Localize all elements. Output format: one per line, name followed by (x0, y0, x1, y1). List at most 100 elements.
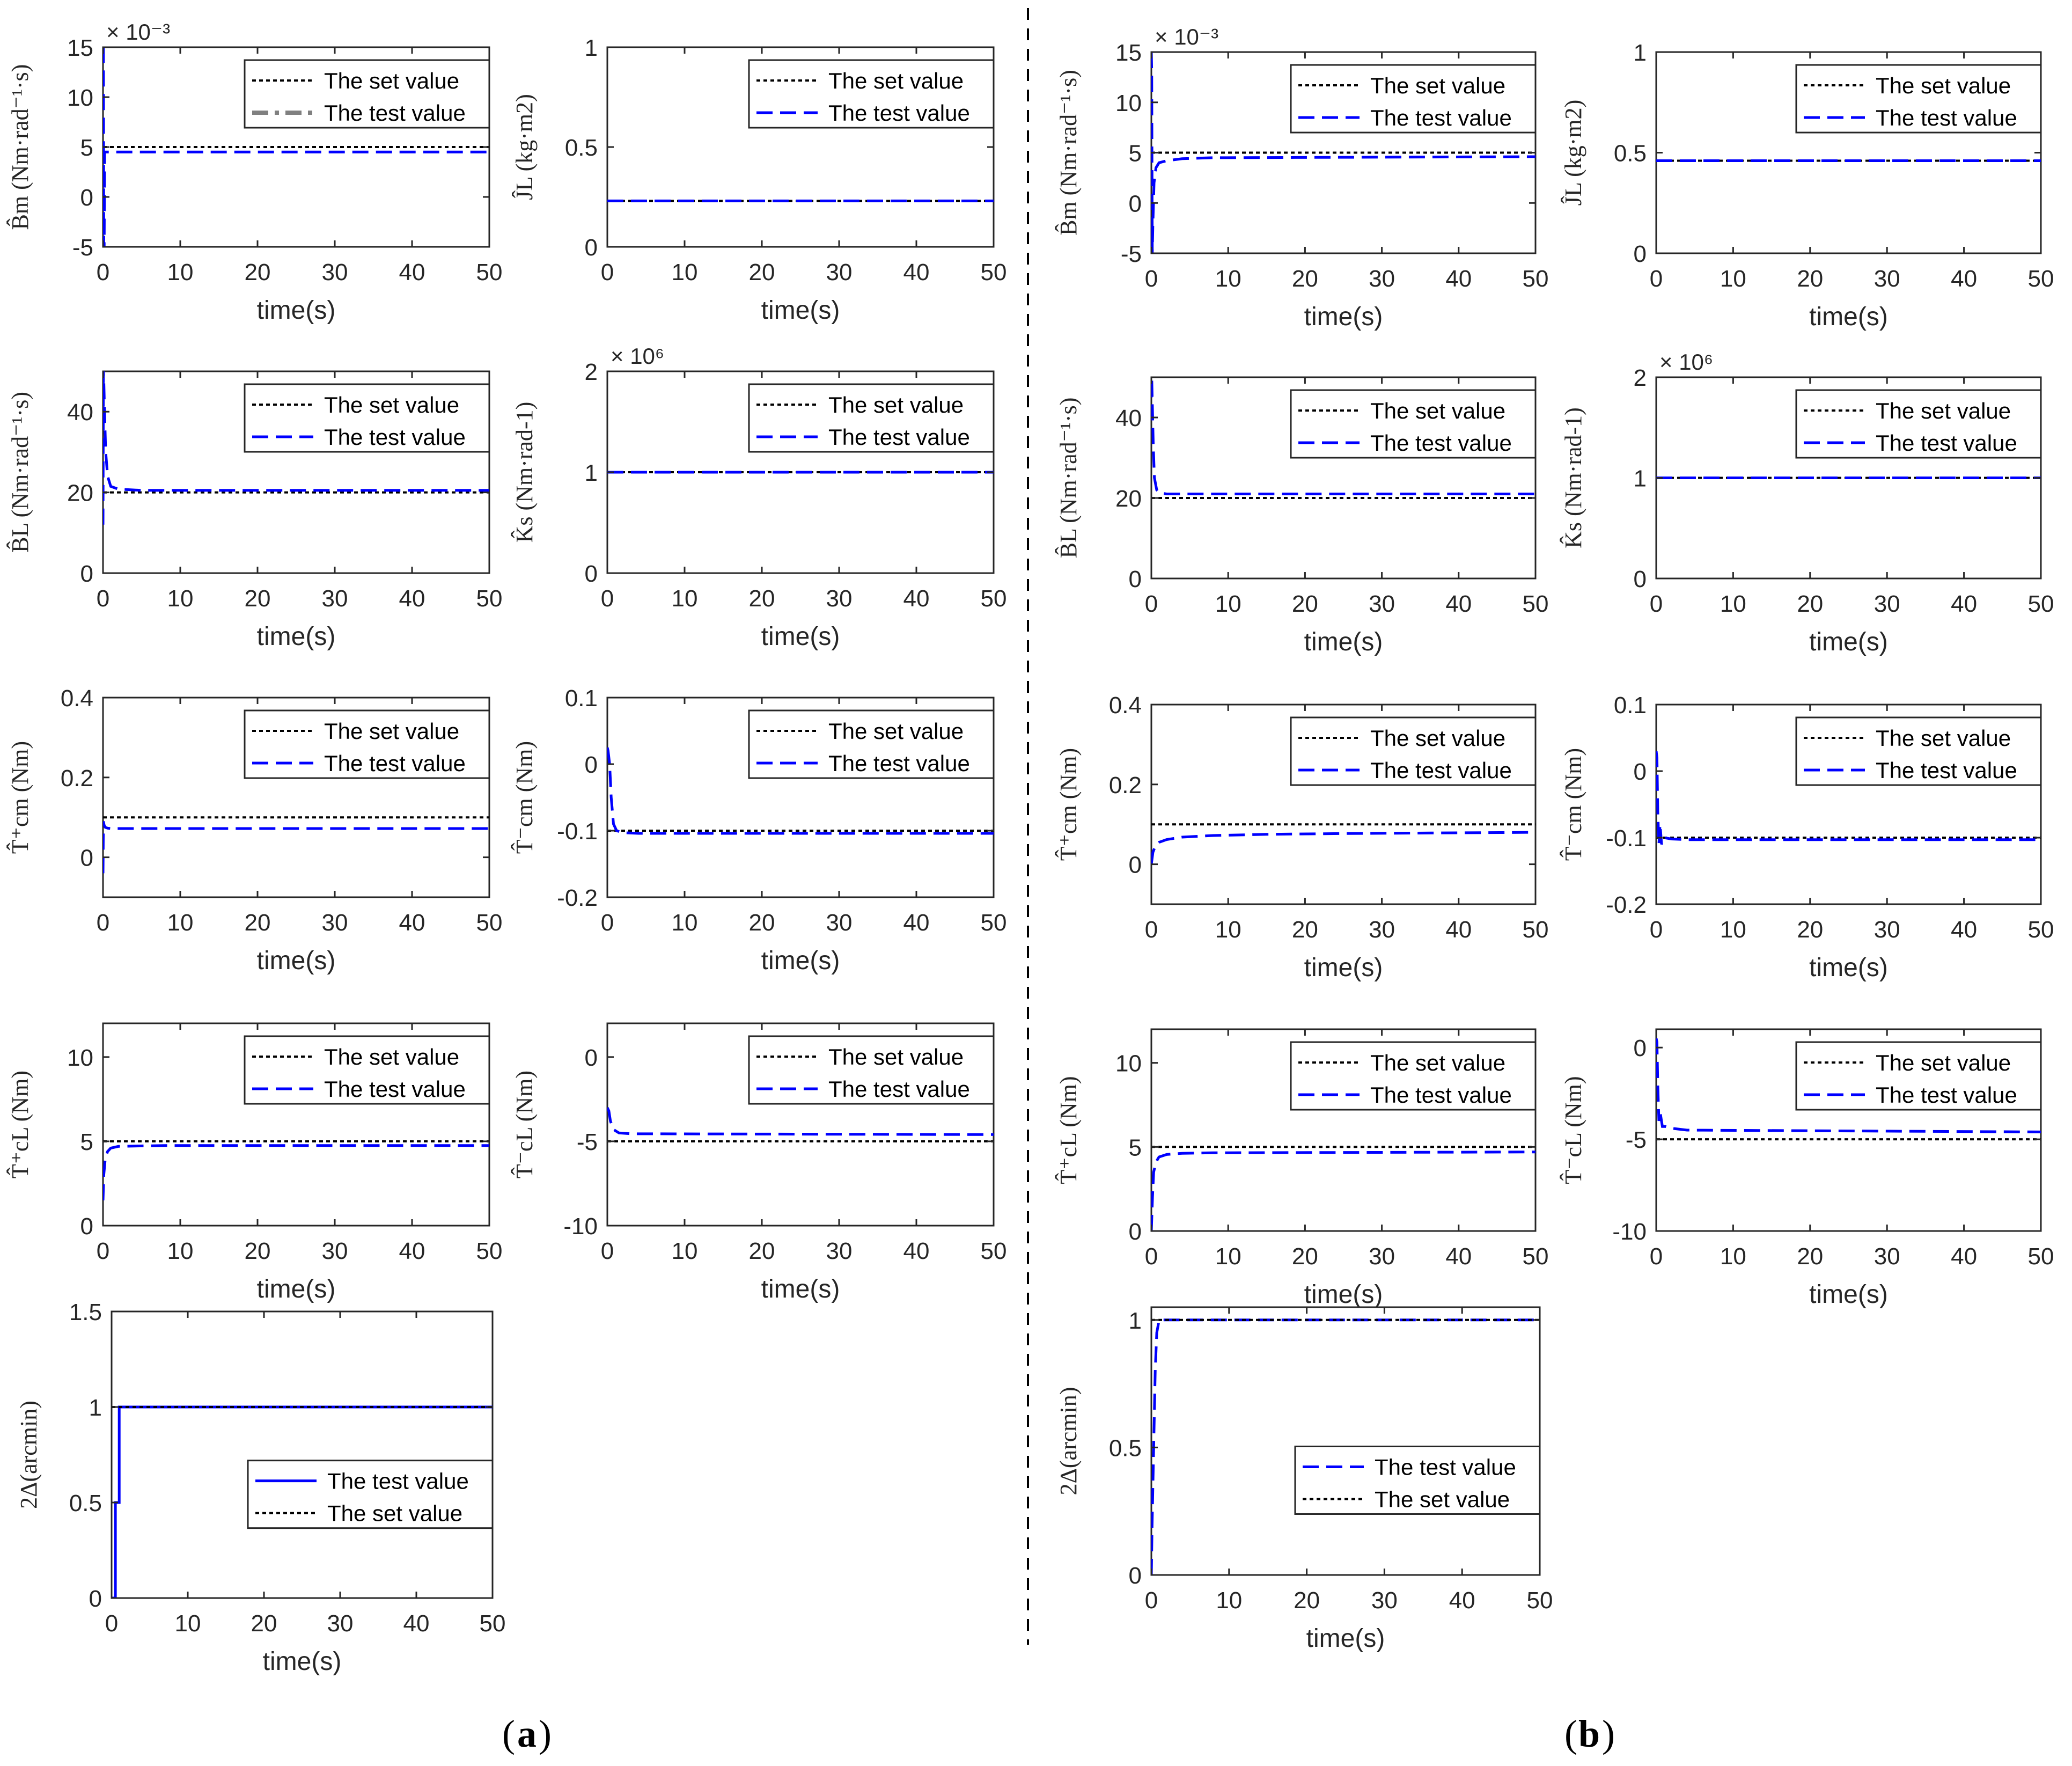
y-axis-label: T̂⁻cm (Nm) (1560, 748, 1586, 861)
x-tick-label: 50 (480, 1610, 506, 1637)
legend-box (244, 59, 490, 129)
legend-label: The test value (1375, 1454, 1516, 1479)
x-tick-label: 0 (1145, 591, 1158, 617)
caption-a: ( a ) (502, 1712, 552, 1755)
x-tick-label: 0 (1145, 266, 1158, 292)
y-tick-label: -5 (1121, 241, 1142, 267)
subplot-a-3: 0 20 40 0 10 20 30 40 50 time(s) B̂L (Nm·rad⁻¹·s) T… (6, 370, 503, 651)
legend-box (1290, 1041, 1537, 1111)
y-axis-label: B̂m (Nm·rad⁻¹·s) (1055, 70, 1082, 236)
y-tick-label: 0.1 (1614, 692, 1647, 719)
x-tick-label: 50 (981, 910, 1007, 936)
legend: The set value The test value (1795, 389, 2042, 459)
legend-label: The test value (1876, 430, 2017, 456)
x-tick-label: 0 (1145, 917, 1158, 943)
x-tick-label: 50 (1523, 917, 1549, 943)
x-axis-label: time(s) (1809, 954, 1888, 982)
x-tick-label: 20 (749, 585, 775, 612)
y-tick-label: 0 (1634, 241, 1647, 267)
axis-exponent: × 10⁻³ (106, 19, 170, 45)
legend: The set value The test value (1290, 1041, 1537, 1111)
x-tick-label: 40 (903, 259, 930, 285)
x-tick-label: 10 (1720, 1243, 1746, 1270)
y-tick-label: 0.5 (69, 1490, 102, 1516)
legend-label: The set value (324, 719, 459, 744)
x-axis-label: time(s) (257, 1275, 336, 1303)
y-tick-label: 0 (1129, 190, 1142, 217)
legend-label: The set value (1876, 726, 2011, 751)
series-line-1 (1151, 1318, 1540, 1575)
y-tick-label: -5 (577, 1129, 598, 1155)
y-tick-label: 0.2 (61, 765, 93, 792)
x-tick-label: 10 (1720, 917, 1746, 943)
series-line-2 (1151, 52, 1535, 253)
y-tick-label: 0 (80, 1213, 93, 1240)
legend-label: The test value (1370, 1082, 1512, 1108)
x-tick-label: 40 (1951, 591, 1977, 617)
x-tick-label: 50 (2028, 266, 2054, 292)
x-tick-label: 40 (403, 1610, 430, 1637)
y-tick-label: 0 (585, 235, 598, 261)
y-tick-label: 2 (585, 359, 598, 385)
y-tick-label: 0.4 (1109, 692, 1142, 719)
y-tick-label: 0 (80, 845, 93, 871)
y-axis-label: 2Δ(arcmin) (1055, 1387, 1082, 1496)
legend: The set value The test value (748, 59, 995, 129)
svg-text:): ) (539, 1712, 552, 1755)
x-tick-label: 30 (826, 910, 853, 936)
y-tick-label: 0 (585, 1045, 598, 1071)
legend: The set value The test value (1290, 389, 1537, 459)
x-tick-label: 20 (245, 259, 271, 285)
x-tick-label: 30 (322, 259, 348, 285)
legend-label: The set value (1876, 73, 2011, 98)
x-tick-label: 20 (749, 1238, 775, 1264)
y-tick-label: 0 (585, 752, 598, 778)
y-tick-label: 0 (1634, 566, 1647, 592)
x-tick-label: 40 (1445, 1243, 1472, 1270)
y-axis-label: ĴL (kg·m2) (1560, 100, 1586, 206)
y-tick-label: 5 (1129, 141, 1142, 167)
legend-label: The set value (828, 719, 964, 744)
x-tick-label: 30 (327, 1610, 354, 1637)
x-tick-label: 40 (1449, 1587, 1475, 1614)
x-tick-label: 40 (1445, 917, 1472, 943)
legend: The set value The test value (1290, 716, 1537, 786)
legend-box (1290, 716, 1537, 786)
y-tick-label: -0.1 (557, 818, 598, 845)
y-axis-label: B̂L (Nm·rad⁻¹·s) (6, 392, 33, 553)
y-axis-label: B̂L (Nm·rad⁻¹·s) (1055, 398, 1082, 559)
y-axis-label: T̂⁺cm (Nm) (6, 741, 33, 854)
x-tick-label: 50 (1523, 266, 1549, 292)
legend-label: The test value (1370, 758, 1512, 783)
y-tick-label: 1 (585, 460, 598, 486)
x-tick-label: 10 (672, 910, 698, 936)
x-tick-label: 50 (476, 585, 503, 612)
y-tick-label: 5 (1129, 1134, 1142, 1161)
y-axis-label: ĴL (kg·m2) (511, 94, 538, 200)
y-tick-label: 0.1 (565, 685, 598, 712)
y-tick-label: 10 (1115, 90, 1142, 116)
y-tick-label: -5 (72, 235, 93, 261)
x-tick-label: 20 (251, 1610, 277, 1637)
x-tick-label: 0 (1650, 917, 1663, 943)
x-tick-label: 30 (826, 259, 853, 285)
series-line-2 (1656, 751, 2041, 845)
legend-label: The set value (1876, 1050, 2011, 1075)
y-axis-label: B̂m (Nm·rad⁻¹·s) (6, 64, 33, 230)
y-tick-label: 0.5 (565, 135, 598, 161)
y-axis-label: T̂⁻cL (Nm) (1560, 1076, 1586, 1184)
x-tick-label: 0 (1145, 1587, 1158, 1614)
legend-label: The set value (324, 392, 459, 417)
x-tick-label: 10 (1720, 266, 1746, 292)
x-tick-label: 40 (399, 259, 425, 285)
x-tick-label: 10 (1215, 1243, 1241, 1270)
x-tick-label: 50 (476, 910, 503, 936)
x-tick-label: 50 (476, 259, 503, 285)
legend-label: The set value (327, 1501, 462, 1526)
x-axis-label: time(s) (1809, 628, 1888, 656)
x-tick-label: 0 (97, 910, 109, 936)
y-tick-label: 20 (67, 480, 93, 507)
